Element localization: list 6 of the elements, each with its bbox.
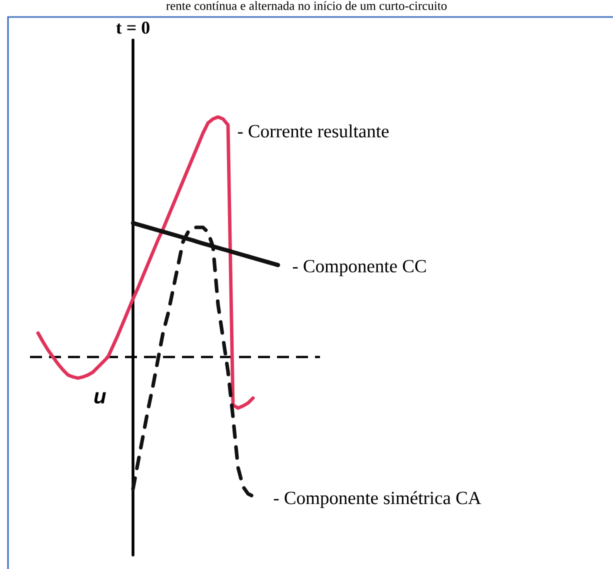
series-label: - Componente simétrica CA (274, 491, 482, 508)
text: rente contínua e alternada no início de um curto-circuito (166, 1, 447, 10)
series-label: - Componente CC (292, 260, 426, 276)
annotation: u (94, 392, 106, 404)
series-label: - Corrente resultante (238, 124, 389, 138)
text: t = 0 (116, 22, 150, 34)
